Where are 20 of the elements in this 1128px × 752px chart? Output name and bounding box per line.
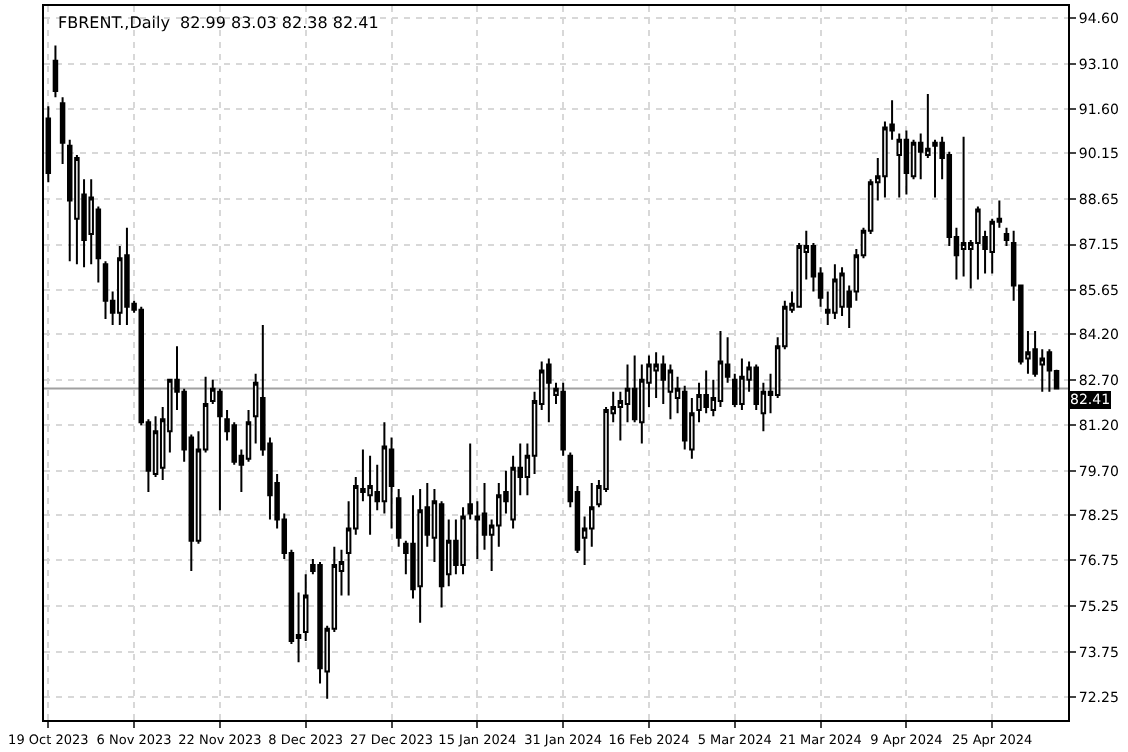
candlestick (124, 226, 130, 327)
candlestick (639, 363, 645, 445)
candlestick (1046, 348, 1053, 393)
candlestick (417, 488, 423, 624)
candlestick (560, 381, 566, 457)
candlestick (217, 387, 223, 512)
candlestick (703, 369, 709, 415)
candlestick (681, 384, 688, 451)
candlestick (102, 260, 109, 320)
candlestick (832, 263, 838, 320)
candlestick (975, 205, 981, 281)
candlestick (739, 357, 745, 412)
candlestick (653, 351, 659, 399)
candlestick (546, 357, 552, 424)
candlestick (903, 129, 910, 196)
text: FBRENT.,Daily 82.99 83.03 82.38 82.41 (58, 14, 379, 32)
candlestick (367, 454, 373, 536)
candlestick (717, 330, 724, 409)
candlestick (667, 363, 674, 421)
candlestick (52, 44, 59, 99)
